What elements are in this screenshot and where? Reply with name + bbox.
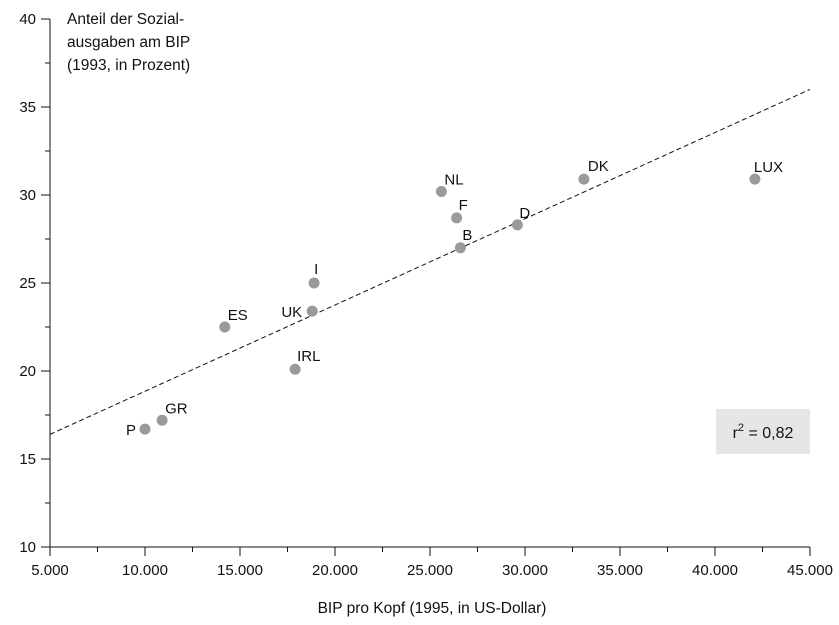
x-tick-label: 10.000 (122, 562, 168, 579)
y-tick-label: 10 (19, 539, 36, 556)
point-label: B (462, 227, 472, 244)
x-tick-label: 30.000 (502, 562, 548, 579)
x-tick-label: 40.000 (692, 562, 738, 579)
x-tick-label: 35.000 (597, 562, 643, 579)
point-label: IRL (297, 348, 320, 365)
point-label: DK (588, 158, 609, 175)
data-point (306, 305, 318, 317)
data-point (451, 212, 463, 224)
data-point (156, 414, 168, 426)
y-axis-label-text: Anteil der Sozial-ausgaben am BIP (1993, … (67, 11, 190, 74)
ticks: 10 15 20 25 30 35 40 5.000 10.000 15.000 20.000 25.… (19, 11, 833, 579)
y-axis-label: Anteil der Sozial-ausgaben am BIP (1993, … (67, 11, 190, 74)
x-tick-label: 45.000 (787, 562, 833, 579)
data-point (578, 173, 590, 185)
point-label: LUX (754, 159, 783, 176)
data-point (308, 277, 320, 289)
x-tick-label: 5.000 (31, 562, 69, 579)
r-squared-value: = 0,82 (744, 425, 793, 442)
x-tick-label: 25.000 (407, 562, 453, 579)
x-axis-label: BIP pro Kopf (1995, in US-Dollar) (318, 600, 547, 617)
data-points: P GR ES IRL UK I NL FB D DK LUX (126, 158, 783, 439)
point-label: D (519, 205, 530, 222)
data-point (139, 423, 151, 435)
point-label: P (126, 422, 136, 439)
r-squared-box (716, 409, 810, 454)
point-label: ES (228, 307, 248, 324)
r-squared-annotation: r2 = 0,82 (716, 409, 810, 454)
data-point (219, 321, 231, 333)
r-squared-text: r2 = 0,82 (733, 422, 794, 442)
data-point (289, 363, 301, 375)
trendline-group (49, 88, 811, 435)
r-squared-exponent: 2 (738, 422, 744, 434)
data-point (454, 242, 466, 254)
point-label: I (314, 261, 318, 278)
data-point (511, 219, 523, 231)
x-tick-label: 15.000 (217, 562, 263, 579)
point-label: GR (165, 400, 188, 417)
y-tick-label: 30 (19, 187, 36, 204)
y-tick-label: 35 (19, 99, 36, 116)
y-axis-label-line: (1993, in Prozent) (67, 57, 190, 74)
y-axis-label-line: Anteil der Sozial- (67, 11, 184, 28)
data-point (435, 185, 447, 197)
axes (49, 19, 810, 548)
data-point (749, 173, 761, 185)
r-squared-symbol: r (733, 425, 739, 442)
y-tick-label: 15 (19, 451, 36, 468)
y-tick-label: 40 (19, 11, 36, 28)
trendline (49, 88, 811, 435)
point-label: F (459, 197, 468, 214)
y-tick-label: 25 (19, 275, 36, 292)
point-label: NL (444, 171, 463, 188)
y-axis-label-line: ausgaben am BIP (67, 34, 190, 51)
point-label: UK (281, 304, 302, 321)
y-tick-label: 20 (19, 363, 36, 380)
x-tick-label: 20.000 (312, 562, 358, 579)
